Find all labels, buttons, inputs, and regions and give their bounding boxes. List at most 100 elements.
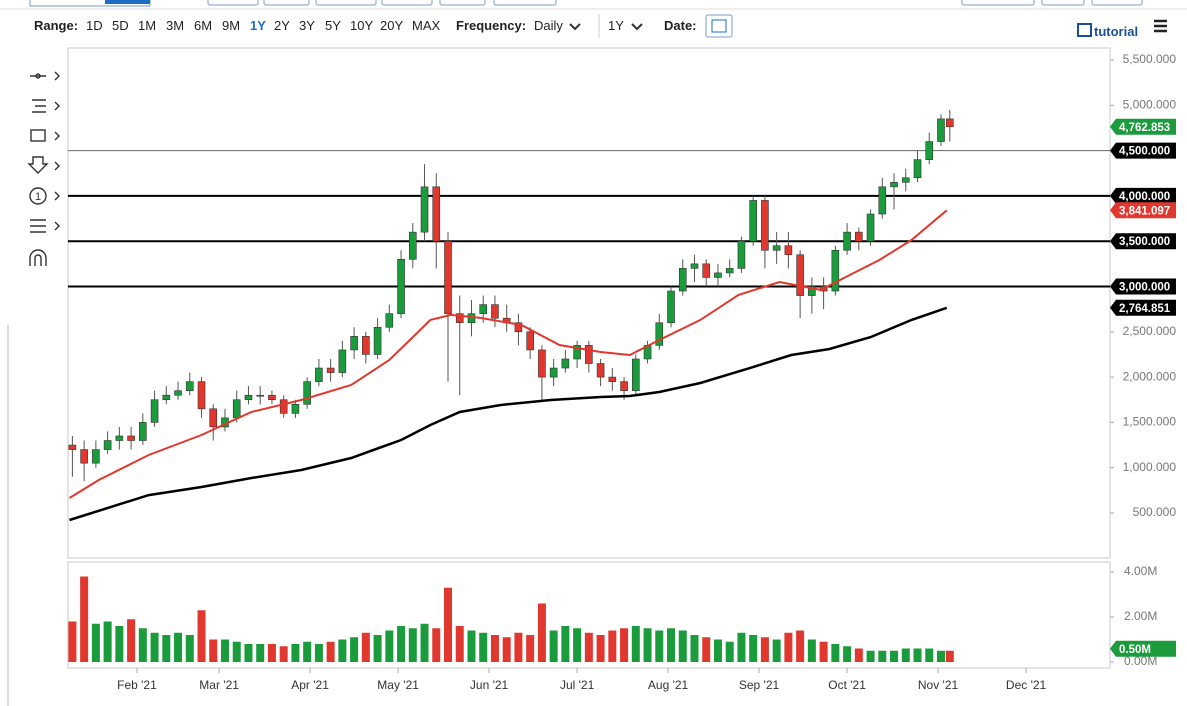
volume-bar [561,626,570,662]
volume-bar [185,635,194,662]
date-label: Date: [664,18,697,33]
candle-body [632,358,640,391]
volume-bar [91,623,100,662]
range-button[interactable]: 1M [138,18,157,33]
range-button[interactable]: 3M [166,18,185,33]
candle-body [573,345,581,360]
candle-body [702,263,711,278]
tool-column [27,71,60,266]
candle-body [432,186,441,242]
candle-body [268,394,276,401]
volume-bar [667,628,676,662]
candle-body [901,177,910,183]
range-button[interactable]: MAX [412,18,441,33]
candle-body [925,141,934,160]
date-picker[interactable] [705,14,733,38]
volume-bar [643,628,652,662]
candle-body [585,345,593,364]
candle-body [256,394,265,397]
volume-tick-label: 0.00M [1124,654,1157,668]
range-button[interactable]: 10Y [350,18,374,33]
period-select[interactable]: 1Y [608,18,624,33]
range-button[interactable]: 9M [222,18,241,33]
candle-body [913,159,922,179]
range-button[interactable]: 1D [86,18,103,33]
volume-bar [432,628,441,662]
top-button[interactable] [207,0,259,6]
volume-tick-label: 2.00M [1124,609,1157,623]
volume-bar [115,626,124,662]
candle-body [937,118,945,142]
volume-bar [890,650,899,662]
range-button[interactable]: 6M [194,18,213,33]
x-tick-label: Dec '21 [1006,678,1047,692]
candle-body [667,290,675,324]
y-tick-label: 2,000.000 [1123,369,1177,383]
candle-body [103,440,112,450]
range-button[interactable]: 5D [112,18,129,33]
x-tick-label: Sep '21 [739,678,780,692]
top-button[interactable] [381,0,433,6]
volume-bar [408,628,417,662]
menu-icon[interactable] [1154,19,1167,33]
level-label-box [1110,278,1176,295]
volume-bar [103,621,112,662]
volume-bar [68,621,77,662]
top-button[interactable] [315,0,377,6]
toolbar: Range: Frequency: Daily 1Y Date: tutoria… [0,8,1187,44]
volume-bar [502,637,511,662]
tool-badge: 1 [35,191,41,203]
range-button[interactable]: 2Y [274,18,290,33]
frequency-select[interactable]: Daily [534,18,563,33]
tutorial-link[interactable]: tutorial [1094,24,1139,39]
top-button[interactable] [263,0,310,6]
top-button[interactable] [439,0,486,6]
candle-body [420,186,429,233]
range-button[interactable]: 3Y [299,18,315,33]
candle-body [162,394,171,401]
volume-bar [936,650,945,662]
candle-body [608,376,617,382]
candle-body [784,245,793,256]
y-tick-label: 5,500.000 [1123,52,1177,66]
volume-bar [373,635,382,662]
range-button[interactable]: 20Y [380,18,404,33]
volume-tick-label: 4.00M [1124,564,1157,578]
candle-body [620,381,628,391]
top-button[interactable] [1041,0,1085,6]
volume-bar [162,635,171,662]
range-button[interactable]: 1Y [250,18,266,33]
candle-body [408,231,417,260]
volume-bar [350,637,359,662]
candle-body [526,331,534,351]
candle-body [714,272,722,278]
range-button[interactable]: 5Y [325,18,341,33]
candle-body [749,200,757,242]
top-button[interactable] [105,0,150,4]
ma-label-box [1110,202,1176,219]
candle-body [209,408,218,428]
candle-body [772,245,781,251]
volume-bar [549,630,558,662]
volume-panel [67,561,1111,669]
candle-body [737,240,746,269]
candle-body [115,435,124,441]
volume-bar [678,630,687,662]
volume-bar [843,646,852,662]
top-button[interactable] [493,0,557,6]
volume-bar [631,626,640,662]
volume-bar [267,644,276,662]
top-button[interactable] [961,0,1035,6]
volume-bar [385,630,394,662]
volume-bar [901,648,910,662]
volume-bar [608,630,617,662]
volume-bar [244,644,253,662]
level-label-box [1110,233,1176,250]
ma-label-box [1110,299,1176,316]
candle-body [796,254,804,296]
candle-body [127,435,135,441]
dropdown-arrows [569,23,643,31]
top-button[interactable] [1091,0,1143,6]
candle-body [855,231,863,242]
volume-bar [232,641,241,662]
